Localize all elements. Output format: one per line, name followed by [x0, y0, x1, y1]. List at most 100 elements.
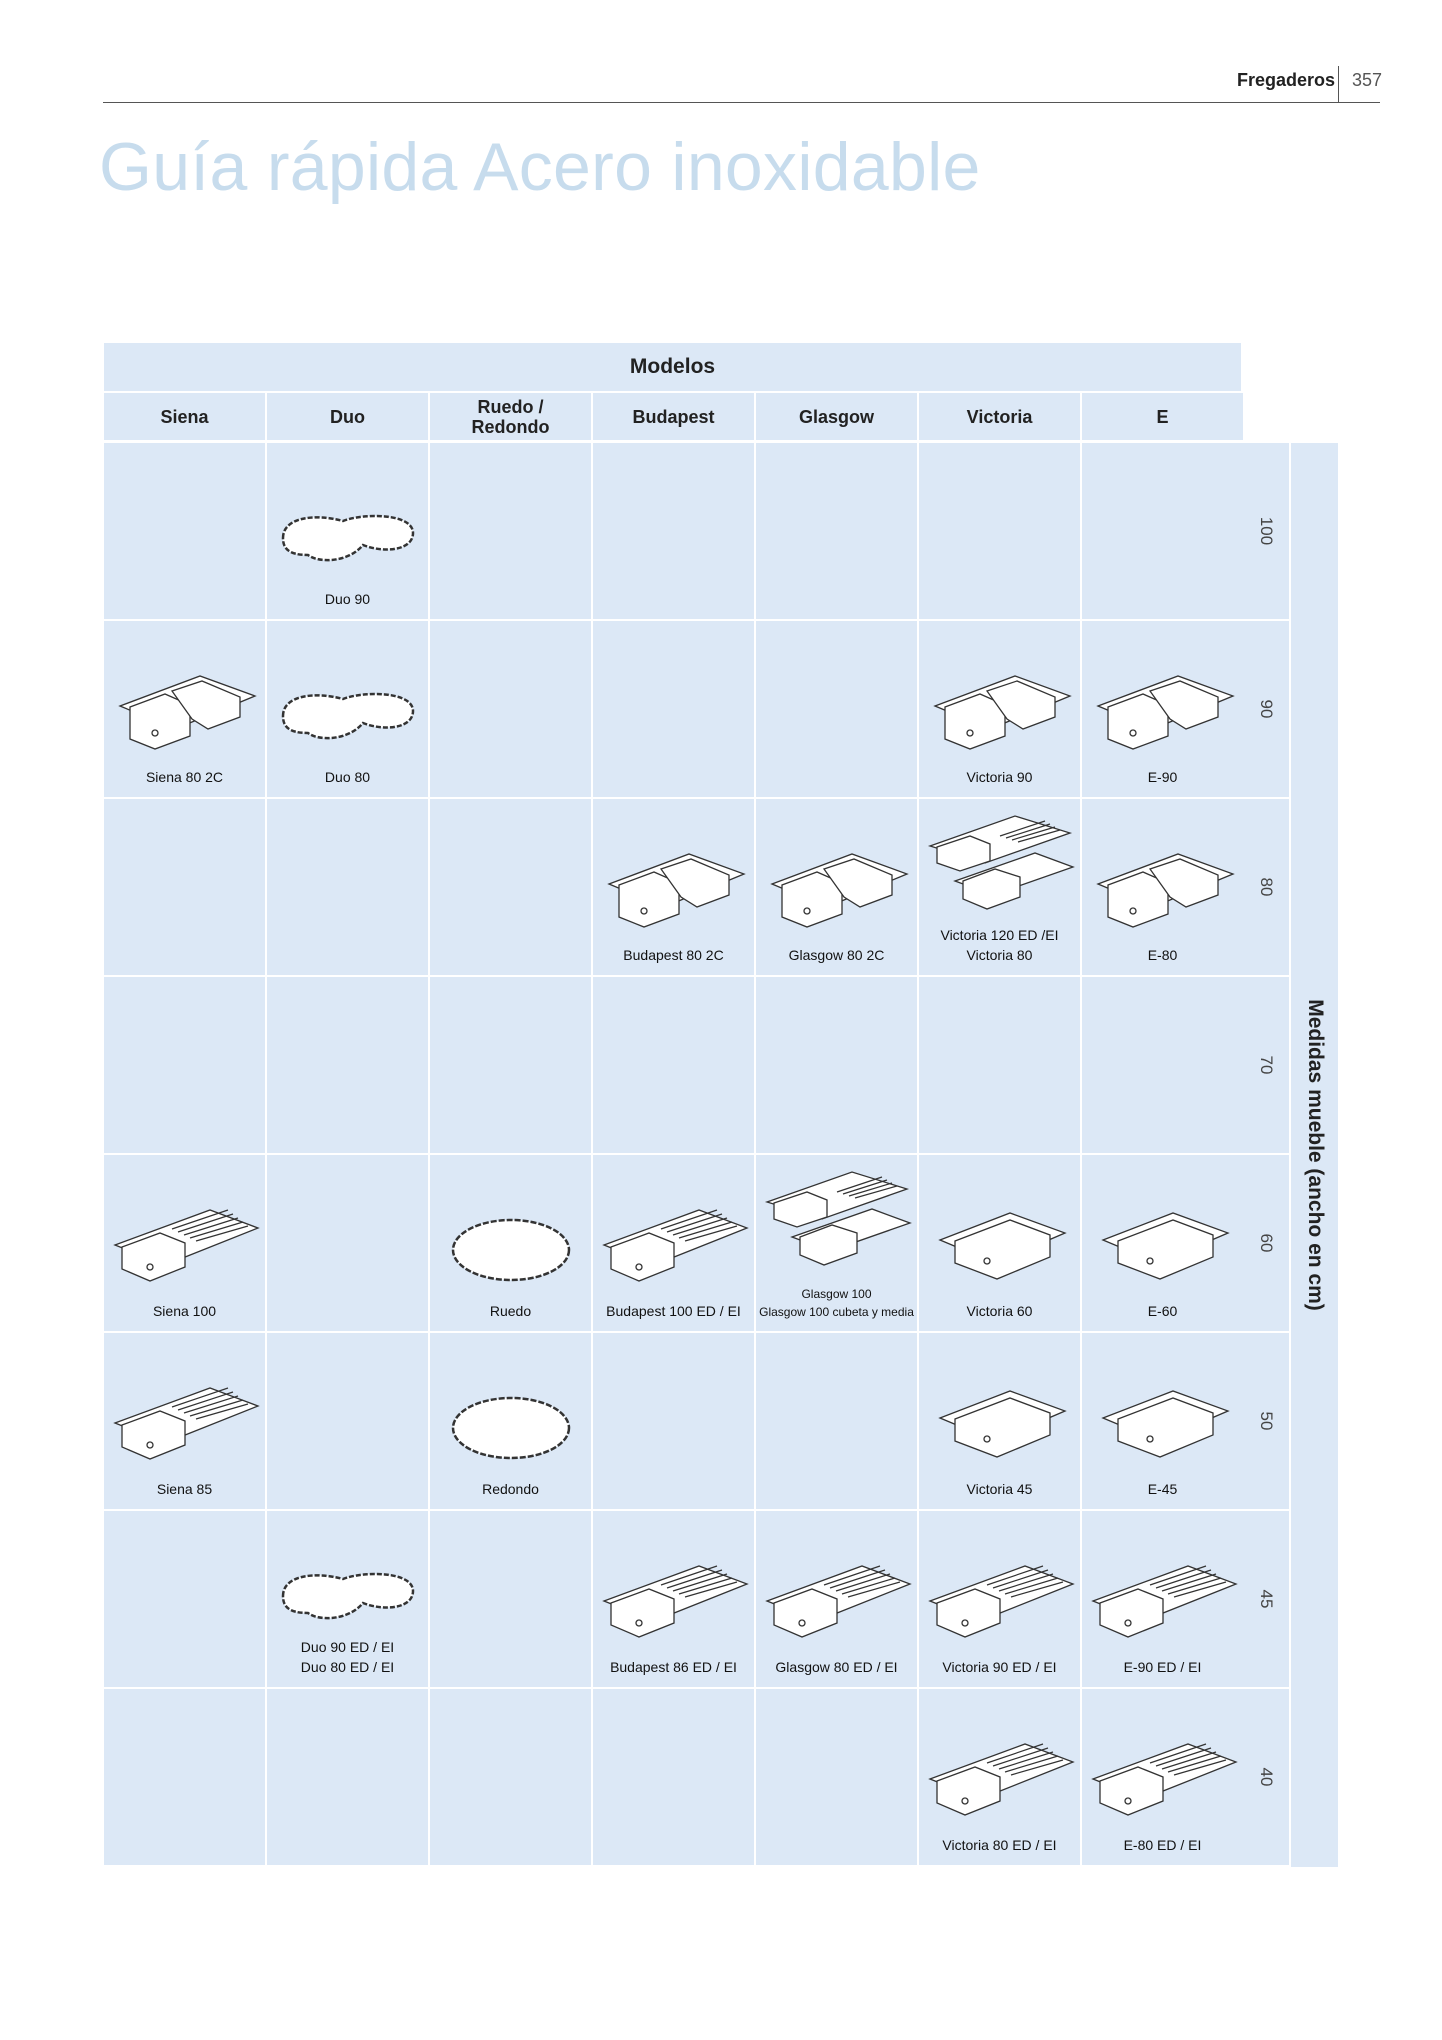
double-sink-icon: [606, 853, 746, 928]
sink-model-label: Duo 80: [324, 769, 371, 785]
sink-model-label: Budapest 86 ED / EI: [610, 1659, 737, 1675]
table-cell: Glasgow 100 Glasgow 100 cubeta y media: [756, 1155, 917, 1331]
table-cell: [756, 977, 917, 1153]
sink-model-label: Victoria 60: [966, 1303, 1033, 1319]
table-cell: Siena 80 2C: [104, 621, 265, 797]
table-cell: Siena 85: [104, 1333, 265, 1509]
drainer-sink-icon: [927, 1565, 1075, 1638]
header-separator: [1338, 66, 1339, 102]
table-cell: Victoria 120 ED /EI Victoria 80: [919, 799, 1080, 975]
sink-model-label: Victoria 120 ED /EI Victoria 80: [940, 927, 1059, 963]
page-number: 357: [1352, 70, 1383, 90]
table-cell: [593, 977, 754, 1153]
double-sink-icon: [1095, 853, 1235, 928]
size-label: 100: [1243, 443, 1289, 619]
sink-model-label: Ruedo: [489, 1303, 532, 1319]
size-label: 90: [1243, 621, 1289, 797]
sink-model-label: Siena 85: [156, 1481, 213, 1497]
table-cell: [919, 977, 1080, 1153]
sink-model-label: E-80: [1147, 947, 1178, 963]
oval-sink-icon: [451, 1218, 570, 1282]
sink-model-label: Victoria 90 ED / EI: [942, 1659, 1057, 1675]
table-cell: Victoria 45: [919, 1333, 1080, 1509]
table-cell: Budapest 80 2C: [593, 799, 754, 975]
table-cell: [104, 977, 265, 1153]
models-heading: Modelos: [104, 343, 1241, 391]
table-cell: Redondo: [430, 1333, 591, 1509]
table-cell: [593, 621, 754, 797]
table-cell: [430, 443, 591, 619]
double-sink-icon: [932, 675, 1072, 750]
table-cell: E-45: [1082, 1333, 1243, 1509]
column-header-4: Glasgow: [756, 393, 917, 440]
table-cell: [104, 443, 265, 619]
single-sink-icon: [937, 1390, 1067, 1458]
stacked-sink-icon: [927, 815, 1075, 910]
header-rule: [103, 102, 1380, 103]
table-cell: [267, 1689, 428, 1865]
sink-model-label: Victoria 45: [966, 1481, 1033, 1497]
table-cell: Ruedo: [430, 1155, 591, 1331]
drainer-sink-icon: [927, 1743, 1075, 1816]
column-header-6: E: [1082, 393, 1243, 440]
sink-model-label: Glasgow 100 Glasgow 100 cubeta y media: [759, 1287, 914, 1319]
drainer-sink-icon: [1090, 1565, 1238, 1638]
sink-model-label: E-80 ED / EI: [1123, 1837, 1202, 1853]
duo-sink-icon: [281, 692, 414, 740]
table-cell: Budapest 86 ED / EI: [593, 1511, 754, 1687]
table-cell: [267, 1155, 428, 1331]
sink-model-label: Siena 80 2C: [145, 769, 224, 785]
table-cell: [430, 799, 591, 975]
table-cell: [430, 977, 591, 1153]
sink-model-label: Victoria 80 ED / EI: [942, 1837, 1057, 1853]
duo-sink-icon: [281, 514, 414, 562]
double-sink-icon: [769, 853, 909, 928]
table-cell: E-90: [1082, 621, 1243, 797]
table-cell: Budapest 100 ED / EI: [593, 1155, 754, 1331]
size-label: 45: [1243, 1511, 1289, 1687]
table-cell: [593, 443, 754, 619]
sink-model-label: E-90: [1147, 769, 1178, 785]
column-header-0: Siena: [104, 393, 265, 440]
size-label: 40: [1243, 1689, 1289, 1865]
size-label: 60: [1243, 1155, 1289, 1331]
duo-sink-icon: [281, 1572, 414, 1620]
table-cell: [267, 977, 428, 1153]
table-cell: [756, 1333, 917, 1509]
drainer-sink-icon: [112, 1387, 260, 1460]
drainer-sink-icon: [764, 1565, 912, 1638]
table-cell: E-80: [1082, 799, 1243, 975]
sink-model-label: Glasgow 80 2C: [788, 947, 885, 963]
sink-model-label: Glasgow 80 ED / EI: [775, 1659, 898, 1675]
sink-model-label: E-45: [1147, 1481, 1178, 1497]
table-cell: E-60: [1082, 1155, 1243, 1331]
sink-model-label: Duo 90 ED / EI Duo 80 ED / EI: [300, 1639, 395, 1675]
table-cell: Victoria 90: [919, 621, 1080, 797]
sink-model-label: Victoria 90: [966, 769, 1033, 785]
axis-label: Medidas mueble (ancho en cm): [1291, 443, 1338, 1867]
table-cell: [919, 443, 1080, 619]
table-cell: [267, 1333, 428, 1509]
table-cell: E-80 ED / EI: [1082, 1689, 1243, 1865]
sink-model-label: Redondo: [482, 1481, 539, 1497]
page-title: Guía rápida Acero inoxidable: [99, 129, 981, 205]
header-section: Fregaderos: [1236, 70, 1335, 90]
table-cell: Victoria 90 ED / EI: [919, 1511, 1080, 1687]
table-cell: Duo 90: [267, 443, 428, 619]
column-header-5: Victoria: [919, 393, 1080, 440]
table-cell: [756, 443, 917, 619]
table-cell: [1082, 977, 1243, 1153]
table-cell: [756, 1689, 917, 1865]
drainer-sink-icon: [1090, 1743, 1238, 1816]
table-cell: Siena 100: [104, 1155, 265, 1331]
sink-model-label: E-90 ED / EI: [1123, 1659, 1202, 1675]
oval-sink-icon: [451, 1396, 570, 1460]
sink-model-label: Budapest 80 2C: [623, 947, 724, 963]
table-cell: [1082, 443, 1243, 619]
table-cell: [430, 621, 591, 797]
table-cell: Duo 90 ED / EI Duo 80 ED / EI: [267, 1511, 428, 1687]
table-cell: [430, 1689, 591, 1865]
table-cell: Victoria 80 ED / EI: [919, 1689, 1080, 1865]
column-header-1: Duo: [267, 393, 428, 440]
table-cell: E-90 ED / EI: [1082, 1511, 1243, 1687]
